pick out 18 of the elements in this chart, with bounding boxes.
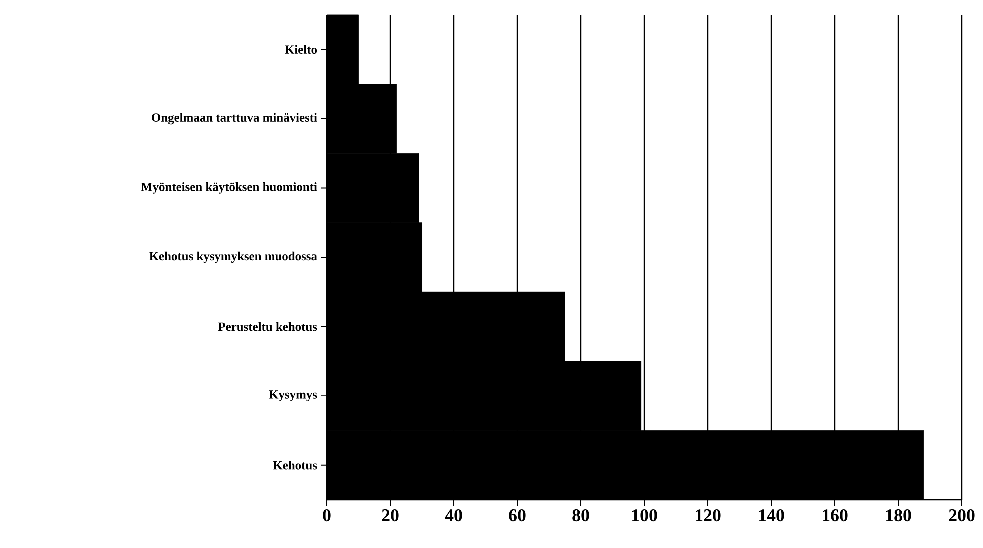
x-tick-label: 200 xyxy=(949,510,975,522)
y-tick-label: Myönteisen käytöksen huomionti xyxy=(141,182,318,194)
y-tick-label: Kehotus kysymyksen muodossa xyxy=(150,252,318,264)
x-tick-label: 160 xyxy=(823,510,848,522)
y-tick-label: Perusteltu kehotus xyxy=(218,322,318,332)
x-tick-label: 20 xyxy=(382,510,399,522)
y-tick-label: Kielto xyxy=(285,45,318,54)
y-tick-label: Kysymys xyxy=(269,390,318,402)
x-tick-label: 60 xyxy=(509,510,526,522)
x-tick-label: 80 xyxy=(572,510,590,522)
x-tick-label: 140 xyxy=(760,510,784,522)
x-tick-label: 100 xyxy=(632,510,658,522)
x-tick-label: 0 xyxy=(323,510,331,522)
x-tick-label: 120 xyxy=(696,510,721,522)
x-tick-label: 180 xyxy=(886,510,912,522)
y-tick-label: Ongelmaan tarttuva minäviesti xyxy=(152,113,318,125)
x-tick-label: 40 xyxy=(445,510,462,522)
y-tick-label: Kehotus xyxy=(273,460,318,470)
